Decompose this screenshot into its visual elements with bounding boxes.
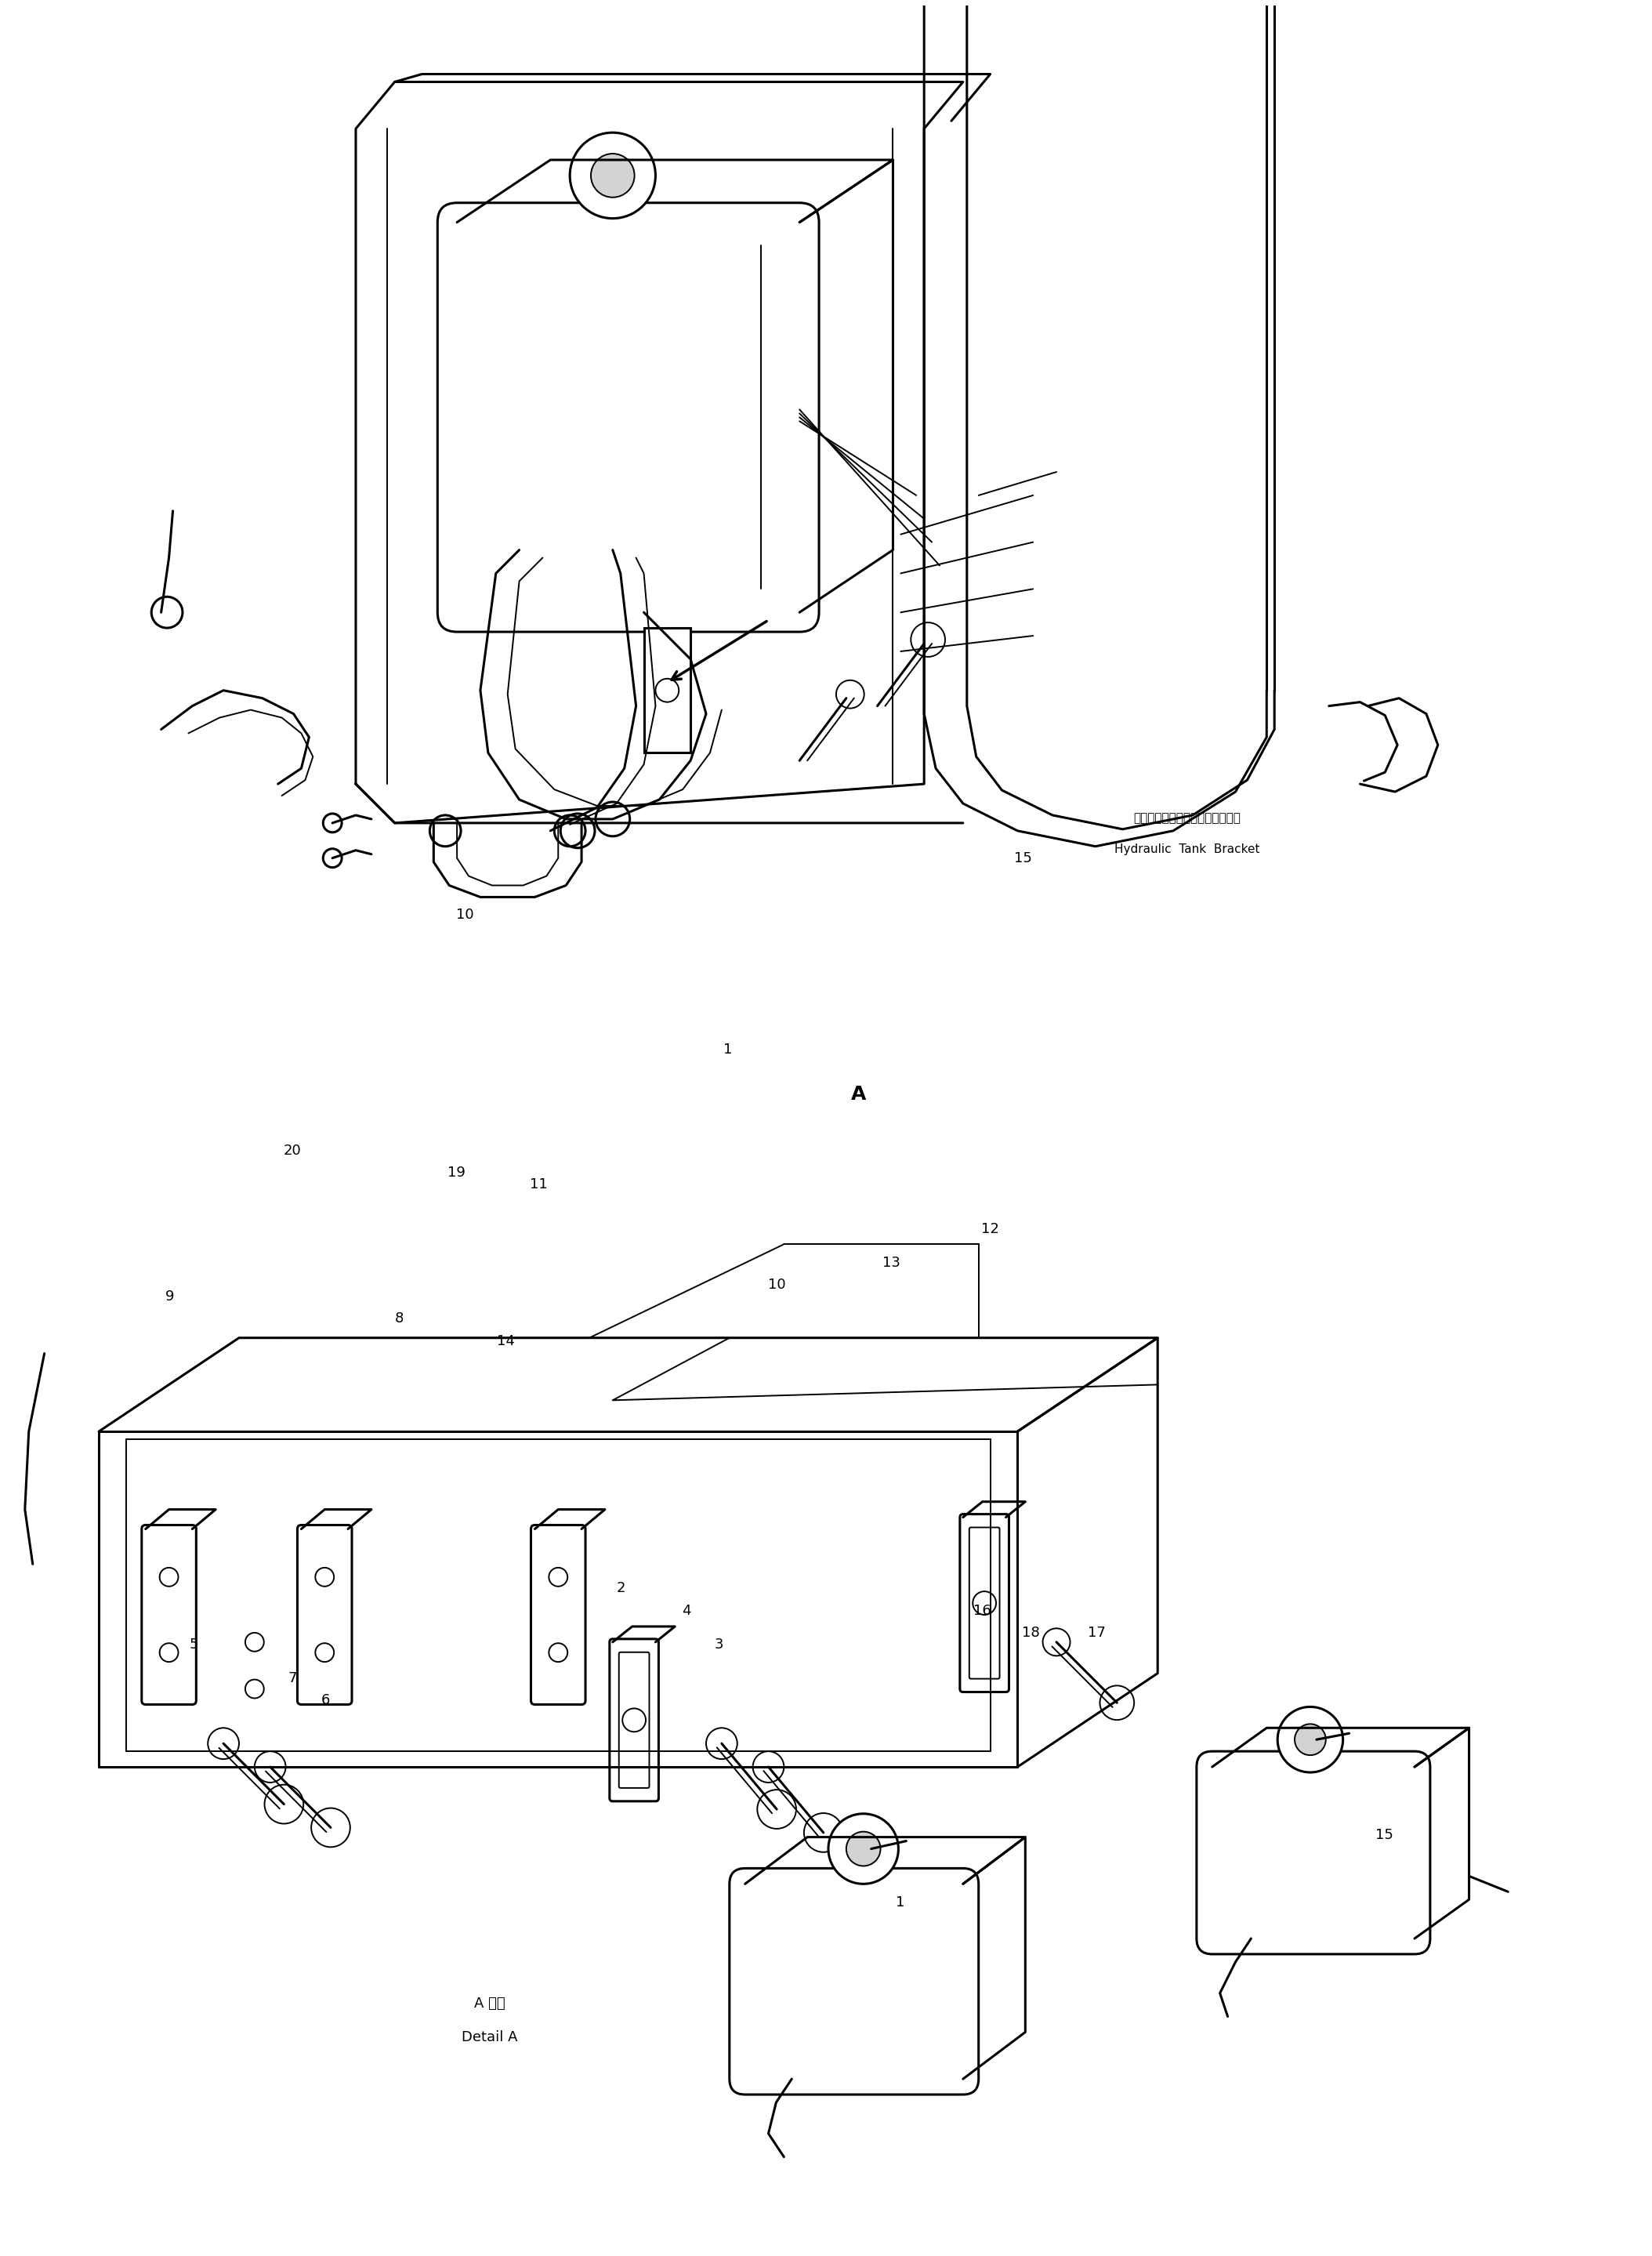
Text: 5: 5 [190, 1638, 198, 1651]
Text: 20: 20 [284, 1144, 302, 1157]
Text: A: A [851, 1085, 866, 1103]
Text: 15: 15 [1374, 1827, 1393, 1843]
Text: 15: 15 [1014, 851, 1032, 866]
Text: Hydraulic  Tank  Bracket: Hydraulic Tank Bracket [1115, 844, 1260, 855]
FancyBboxPatch shape [438, 203, 819, 632]
Text: 18: 18 [1023, 1627, 1041, 1640]
Text: 13: 13 [882, 1257, 900, 1270]
Text: 10: 10 [456, 907, 474, 923]
Circle shape [244, 1678, 264, 1699]
Circle shape [1295, 1724, 1327, 1755]
Circle shape [548, 1568, 568, 1586]
FancyBboxPatch shape [620, 1651, 649, 1789]
Text: A 詳細: A 詳細 [474, 1997, 506, 2010]
Circle shape [828, 1814, 899, 1884]
Text: 8: 8 [395, 1311, 403, 1327]
FancyBboxPatch shape [730, 1868, 978, 2094]
Text: 9: 9 [165, 1290, 173, 1304]
FancyBboxPatch shape [297, 1525, 352, 1706]
Text: ハイドロリックタンクブラケット: ハイドロリックタンクブラケット [1133, 812, 1241, 823]
Text: 16: 16 [973, 1604, 991, 1618]
Circle shape [836, 681, 864, 708]
Text: 14: 14 [497, 1333, 515, 1349]
FancyBboxPatch shape [530, 1525, 585, 1706]
Circle shape [1100, 1685, 1135, 1719]
Circle shape [910, 623, 945, 656]
Circle shape [316, 1568, 334, 1586]
Circle shape [705, 1728, 737, 1760]
Text: 12: 12 [981, 1223, 999, 1236]
FancyBboxPatch shape [610, 1638, 659, 1800]
Text: 19: 19 [448, 1166, 466, 1180]
Text: 17: 17 [1087, 1627, 1105, 1640]
Circle shape [846, 1832, 881, 1866]
Text: Detail A: Detail A [461, 2030, 517, 2044]
Text: 7: 7 [287, 1672, 297, 1685]
Circle shape [1277, 1708, 1343, 1773]
Circle shape [244, 1633, 264, 1651]
Circle shape [1042, 1629, 1070, 1656]
Text: 11: 11 [530, 1178, 548, 1191]
Text: 10: 10 [768, 1279, 786, 1293]
Circle shape [753, 1751, 785, 1782]
Circle shape [623, 1708, 646, 1733]
FancyBboxPatch shape [960, 1514, 1009, 1692]
Text: 1: 1 [724, 1042, 732, 1056]
FancyBboxPatch shape [142, 1525, 197, 1706]
Circle shape [757, 1789, 796, 1830]
Circle shape [316, 1642, 334, 1663]
Circle shape [311, 1807, 350, 1848]
FancyBboxPatch shape [970, 1527, 999, 1678]
Text: 1: 1 [895, 1895, 904, 1909]
Circle shape [254, 1751, 286, 1782]
Text: 4: 4 [682, 1604, 691, 1618]
Circle shape [591, 153, 634, 196]
Circle shape [805, 1814, 843, 1852]
Text: 6: 6 [320, 1694, 330, 1708]
Circle shape [160, 1568, 178, 1586]
Circle shape [160, 1642, 178, 1663]
Circle shape [548, 1642, 568, 1663]
Circle shape [973, 1590, 996, 1615]
Circle shape [570, 133, 656, 219]
Circle shape [208, 1728, 240, 1760]
Bar [644, 627, 691, 754]
Text: 3: 3 [715, 1638, 724, 1651]
Text: 2: 2 [616, 1581, 626, 1595]
FancyBboxPatch shape [1196, 1751, 1431, 1954]
Circle shape [264, 1784, 304, 1823]
